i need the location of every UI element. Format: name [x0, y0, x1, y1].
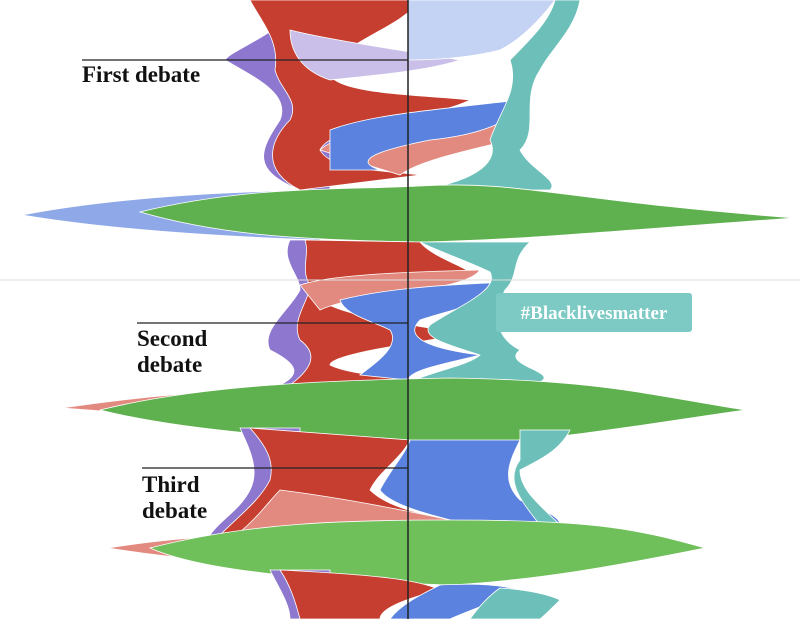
- stream-green: [138, 184, 796, 243]
- stream-red: [279, 569, 442, 619]
- streams: [21, 0, 796, 619]
- annotations: First debate Second debate Third debate: [82, 59, 408, 523]
- stream-teal: [419, 0, 581, 191]
- tooltip-box: [496, 293, 692, 332]
- annotation-label: debate: [142, 498, 207, 523]
- annotation-label: Third: [142, 472, 200, 497]
- annotation-label: Second: [137, 326, 208, 351]
- stream-green: [99, 377, 746, 446]
- stream-lilac: [289, 29, 461, 81]
- tooltip-text: #Blacklivesmatter: [521, 303, 668, 324]
- stream-blue: [339, 281, 511, 381]
- annotation-label: debate: [137, 352, 202, 377]
- stream-teal: [513, 429, 571, 526]
- stream-teal: [469, 587, 561, 619]
- annotation-label: First debate: [82, 62, 200, 87]
- tooltip: #Blacklivesmatter: [496, 293, 692, 332]
- stream-lightblue: [407, 0, 556, 61]
